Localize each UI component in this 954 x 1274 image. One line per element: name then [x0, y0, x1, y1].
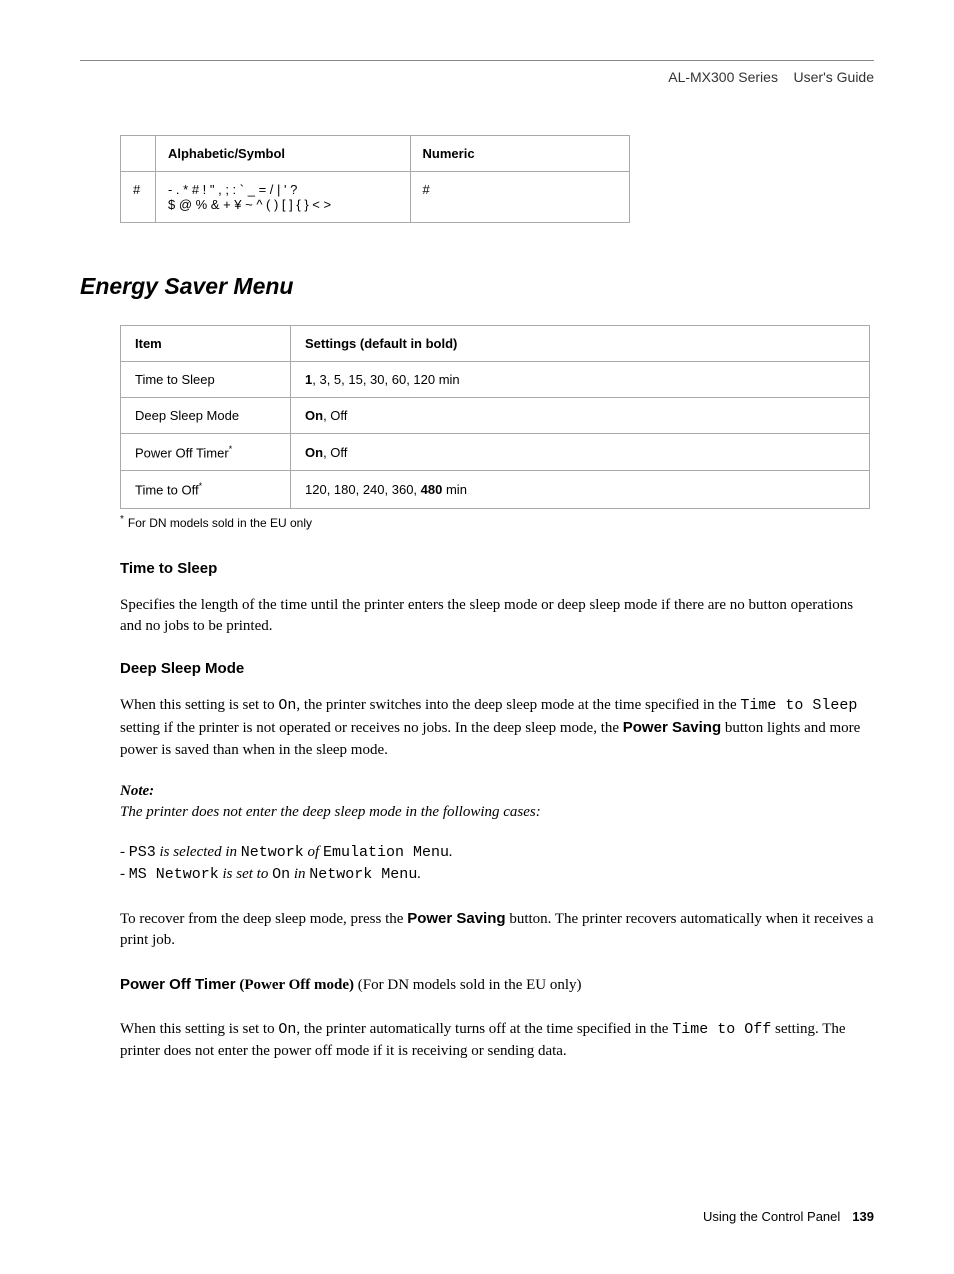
table2-item: Deep Sleep Mode [121, 398, 291, 434]
note-label: Note: [120, 783, 874, 800]
text-segment: , the printer automatically turns off at… [296, 1021, 672, 1037]
mono-text: On [278, 697, 296, 714]
item-text: Power Off Timer [135, 445, 229, 460]
setting-rest: , Off [323, 445, 347, 460]
table-footnote: * For DN models sold in the EU only [120, 514, 874, 530]
text-segment: To recover from the deep sleep mode, pre… [120, 911, 407, 927]
text-segment: - [120, 844, 129, 860]
inline-mode: (Power Off mode) [236, 977, 354, 993]
mono-text: Network Menu [309, 866, 417, 883]
table1-cell-alpha: - . * # ! " , ; : ` _ = / | ' ? $ @ % & … [155, 172, 410, 223]
subsection-title: Time to Sleep [120, 560, 874, 577]
table2-setting: 1, 3, 5, 15, 30, 60, 120 min [291, 362, 870, 398]
setting-rest: , Off [323, 408, 347, 423]
setting-pre: 120, 180, 240, 360, [305, 482, 421, 497]
table1-cell-numeric: # [410, 172, 629, 223]
text-segment: , the printer switches into the deep sle… [296, 697, 740, 713]
setting-bold: 480 [421, 482, 443, 497]
mono-text: Network [241, 844, 304, 861]
table2-setting: On, Off [291, 398, 870, 434]
mono-text: MS Network [129, 866, 219, 883]
doc-title: User's Guide [794, 69, 874, 85]
page-footer: Using the Control Panel 139 [703, 1209, 874, 1224]
table1-header-numeric: Numeric [410, 136, 629, 172]
table-row: Deep Sleep Mode On, Off [121, 398, 870, 434]
text-segment: When this setting is set to [120, 1021, 278, 1037]
table2-item: Power Off Timer* [121, 434, 291, 471]
body-text: When this setting is set to On, the prin… [120, 695, 874, 761]
text-segment: is selected in [156, 844, 241, 860]
energy-saver-table: Item Settings (default in bold) Time to … [120, 325, 870, 509]
text-segment: . [417, 866, 421, 882]
text-segment: When this setting is set to [120, 697, 278, 713]
footnote-mark: * [120, 514, 124, 525]
table-row: Time to Sleep 1, 3, 5, 15, 30, 60, 120 m… [121, 362, 870, 398]
item-sup: * [229, 444, 233, 454]
alphabetic-numeric-table: Alphabetic/Symbol Numeric # - . * # ! " … [120, 135, 630, 223]
table2-item: Time to Off* [121, 471, 291, 508]
text-segment: . [449, 844, 453, 860]
mono-text: Time to Sleep [740, 697, 857, 714]
mono-text: On [272, 866, 290, 883]
setting-rest: min [442, 482, 467, 497]
subsection-inline: Power Off Timer (Power Off mode) (For DN… [120, 974, 874, 997]
text-segment: in [290, 866, 309, 882]
item-sup: * [199, 481, 203, 491]
mono-text: PS3 [129, 844, 156, 861]
body-text: Specifies the length of the time until t… [120, 595, 874, 639]
header-divider [80, 60, 874, 61]
mono-text: Emulation Menu [323, 844, 449, 861]
bold-text: Power Saving [623, 719, 721, 736]
product-name: AL-MX300 Series [668, 69, 778, 85]
table2-setting: 120, 180, 240, 360, 480 min [291, 471, 870, 508]
item-text: Time to Off [135, 483, 199, 498]
inline-extra: (For DN models sold in the EU only) [354, 977, 581, 993]
header-text: AL-MX300 Series User's Guide [80, 69, 874, 85]
table-row: # - . * # ! " , ; : ` _ = / | ' ? $ @ % … [121, 172, 630, 223]
text-segment: of [304, 844, 323, 860]
setting-bold: On [305, 445, 323, 460]
table1-header-empty [121, 136, 156, 172]
setting-bold: On [305, 408, 323, 423]
bold-text: Power Saving [407, 910, 505, 927]
text-segment: setting if the printer is not operated o… [120, 720, 623, 736]
text-segment: - [120, 866, 129, 882]
page-number: 139 [852, 1209, 874, 1224]
table2-header-settings: Settings (default in bold) [291, 326, 870, 362]
mono-text: Time to Off [672, 1021, 771, 1038]
mono-text: On [278, 1021, 296, 1038]
section-title: Energy Saver Menu [80, 273, 874, 300]
table1-cell-hash: # [121, 172, 156, 223]
table-row: Power Off Timer* On, Off [121, 434, 870, 471]
table-row: Time to Off* 120, 180, 240, 360, 480 min [121, 471, 870, 508]
table2-setting: On, Off [291, 434, 870, 471]
table2-header-item: Item [121, 326, 291, 362]
setting-rest: , 3, 5, 15, 30, 60, 120 min [312, 372, 459, 387]
chapter-name: Using the Control Panel [703, 1209, 840, 1224]
body-text: When this setting is set to On, the prin… [120, 1019, 874, 1063]
inline-title: Power Off Timer [120, 976, 236, 993]
table2-item: Time to Sleep [121, 362, 291, 398]
note-list: - PS3 is selected in Network of Emulatio… [120, 842, 874, 886]
footnote-text: For DN models sold in the EU only [128, 516, 312, 530]
text-segment: is set to [219, 866, 272, 882]
body-text: To recover from the deep sleep mode, pre… [120, 908, 874, 953]
subsection-title: Deep Sleep Mode [120, 660, 874, 677]
table1-header-alpha: Alphabetic/Symbol [155, 136, 410, 172]
note-text: The printer does not enter the deep slee… [120, 802, 874, 824]
